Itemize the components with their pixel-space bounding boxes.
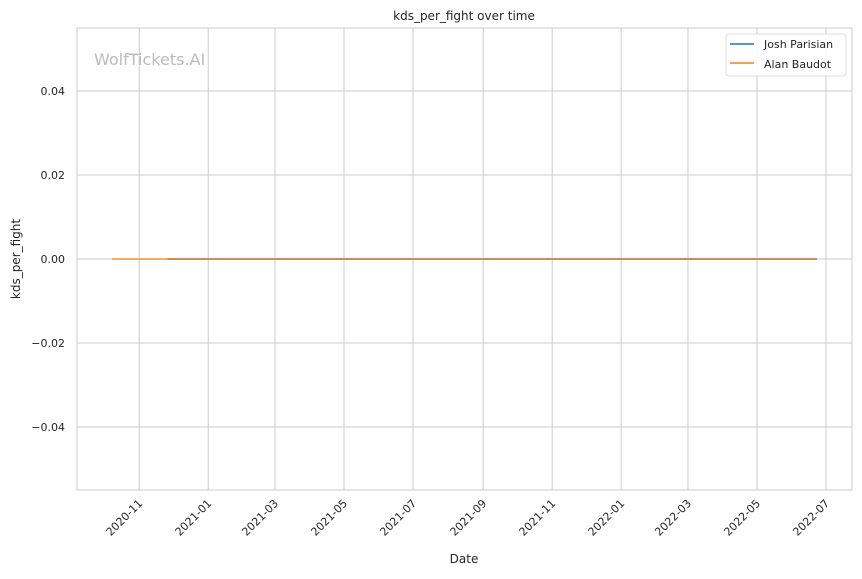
x-tick-label: 2021-05 [308,497,350,539]
x-tick-label: 2021-07 [377,497,419,539]
y-tick-label: 0.02 [41,169,66,182]
legend-label-alan: Alan Baudot [764,58,832,71]
y-tick-label: −0.04 [31,421,65,434]
x-tick-label: 2021-11 [517,497,559,539]
chart-title: kds_per_fight over time [393,9,535,23]
x-tick-label: 2022-05 [721,497,763,539]
y-tick-label: 0.04 [41,85,66,98]
y-axis-ticks: 0.04 0.02 0.00 −0.02 −0.04 [31,85,65,434]
legend-label-josh: Josh Parisian [763,38,833,51]
x-tick-label: 2020-11 [104,497,146,539]
x-tick-label: 2022-01 [586,497,628,539]
x-axis-ticks: 2020-11 2021-01 2021-03 2021-05 2021-07 2021-… [104,497,832,539]
legend: Josh Parisian Alan Baudot [725,33,847,77]
legend-box [725,33,847,77]
x-tick-label: 2022-03 [652,497,694,539]
watermark: WolfTickets.AI [94,50,205,69]
x-tick-label: 2022-07 [790,497,832,539]
y-tick-label: −0.02 [31,337,65,350]
x-tick-label: 2021-01 [173,497,215,539]
y-tick-label: 0.00 [41,253,66,266]
x-tick-label: 2021-03 [239,497,281,539]
x-axis-label: Date [450,552,479,566]
y-axis-label: kds_per_fight [9,219,23,300]
x-tick-label: 2021-09 [448,497,490,539]
